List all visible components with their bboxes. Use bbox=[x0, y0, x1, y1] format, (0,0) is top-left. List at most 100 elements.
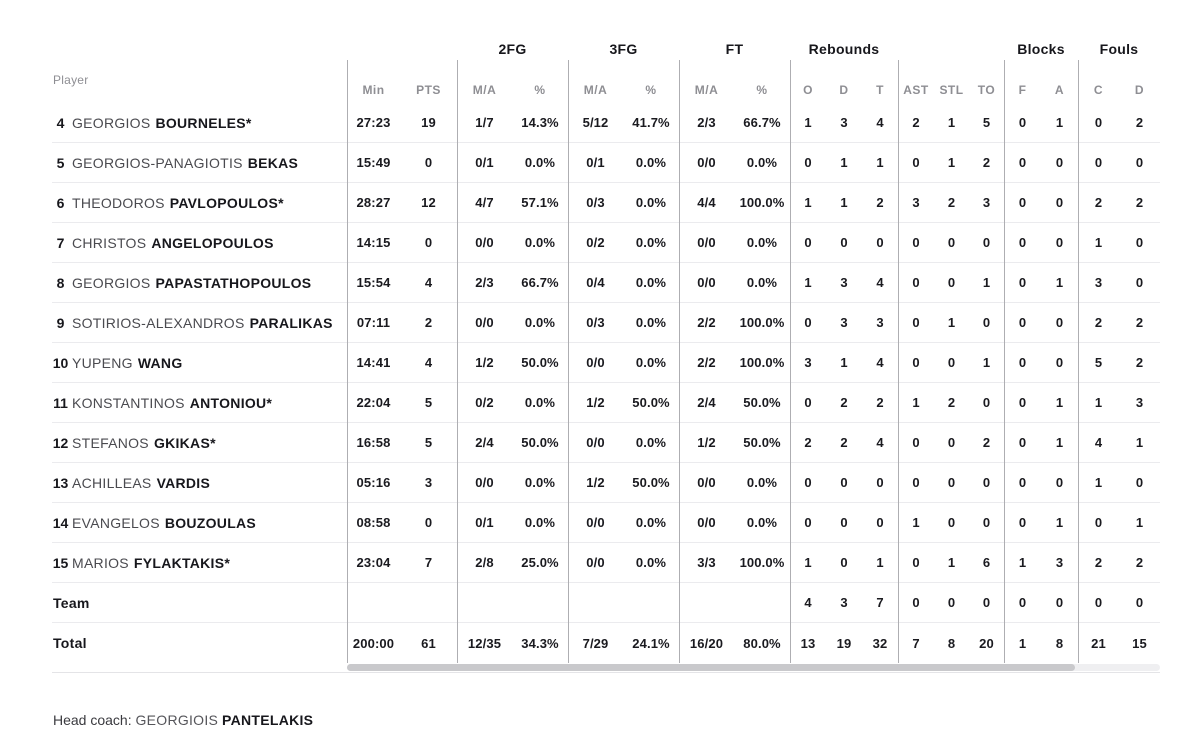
scrollbar-thumb[interactable] bbox=[347, 664, 1075, 671]
player-row: 7 CHRISTOS ANGELOPOULOS 14:15 0 0/0 0.0% 0/2 0.0… bbox=[52, 223, 1160, 263]
cell-foul_c: 21 bbox=[1091, 635, 1106, 651]
cell-foul_d: 0 bbox=[1135, 235, 1144, 250]
player-cell: 8 GEORGIOS PAPASTATHOPOULOS bbox=[52, 275, 347, 291]
cell-ast: 0 bbox=[912, 275, 920, 290]
cell-min: 16:58 bbox=[356, 435, 391, 450]
player-cell: 12 STEFANOS GKIKAS* bbox=[52, 435, 347, 451]
cell-fg2_ma: 0/0 bbox=[475, 235, 494, 250]
player-number: 5 bbox=[56, 154, 65, 171]
cell-reb_o: 0 bbox=[804, 475, 812, 490]
divider-line bbox=[347, 60, 348, 663]
cell-reb_t: 1 bbox=[876, 155, 884, 170]
horizontal-scrollbar bbox=[52, 663, 1160, 673]
team-label-cell: Team bbox=[52, 595, 347, 611]
player-cell: 14 EVANGELOS BOUZOULAS bbox=[52, 515, 347, 531]
cell-min: 23:04 bbox=[356, 555, 391, 570]
cell-ft_pct: 66.7% bbox=[743, 115, 781, 130]
cell-foul_c: 3 bbox=[1094, 275, 1103, 290]
stat-group-header-row: 2FG 3FG FT Rebounds Blocks Fouls bbox=[52, 38, 1160, 60]
cell-min: 15:49 bbox=[356, 155, 391, 170]
cell-to: 0 bbox=[982, 235, 991, 250]
cell-reb_o: 0 bbox=[804, 235, 812, 250]
cell-reb_t: 4 bbox=[876, 275, 884, 290]
cell-min: 15:54 bbox=[356, 275, 391, 290]
cell-fg3_pct: 50.0% bbox=[632, 395, 670, 410]
cell-reb_d: 2 bbox=[840, 435, 848, 450]
cell-foul_d: 1 bbox=[1135, 515, 1144, 530]
cell-blk_a: 1 bbox=[1055, 275, 1064, 290]
cell-reb_d: 1 bbox=[840, 155, 848, 170]
player-row: 12 STEFANOS GKIKAS* 16:58 5 2/4 50.0% 0/0 0.0% 1/… bbox=[52, 423, 1160, 463]
divider-line bbox=[568, 60, 569, 663]
cell-reb_t: 1 bbox=[876, 555, 884, 570]
cell-ft_pct: 0.0% bbox=[746, 235, 778, 250]
cell-fg3_pct: 0.0% bbox=[635, 555, 667, 570]
cell-pts: 4 bbox=[424, 355, 433, 370]
cell-fg2_ma: 0/2 bbox=[475, 395, 494, 410]
cell-reb_o: 1 bbox=[804, 555, 812, 570]
cell-stl: 0 bbox=[947, 595, 956, 610]
cell-to: 6 bbox=[982, 555, 991, 570]
cell-min: 28:27 bbox=[356, 195, 391, 210]
cell-to: 0 bbox=[982, 515, 991, 530]
cell-pts: 0 bbox=[424, 515, 433, 530]
cell-fg2_ma: 0/0 bbox=[475, 315, 494, 330]
player-row: 11 KONSTANTINOS ANTONIOU* 22:04 5 0/2 0.0% 1/2 5… bbox=[52, 383, 1160, 423]
col-header-ast: AST bbox=[903, 83, 929, 97]
col-header-blk_a: A bbox=[1054, 83, 1065, 97]
column-header-row: Player Min PTS M/A% M/A% M/A% O D T AST STL TO F A C D bbox=[52, 60, 1160, 103]
divider-line bbox=[790, 60, 791, 663]
cell-fg2_pct: 34.3% bbox=[521, 635, 559, 651]
cell-ft_ma: 4/4 bbox=[697, 195, 716, 210]
player-last-name: BOURNELES* bbox=[155, 114, 252, 131]
cell-foul_c: 1 bbox=[1094, 475, 1103, 490]
cell-fg3_ma: 0/0 bbox=[586, 515, 605, 530]
cell-blk_a: 0 bbox=[1055, 155, 1064, 170]
cell-ft_pct: 50.0% bbox=[743, 395, 781, 410]
cell-blk_a: 0 bbox=[1055, 475, 1064, 490]
cell-fg2_ma: 1/7 bbox=[475, 115, 494, 130]
cell-fg2_ma: 2/8 bbox=[475, 555, 494, 570]
cell-ast: 0 bbox=[912, 235, 920, 250]
player-row: 4 GEORGIOS BOURNELES* 27:23 19 1/7 14.3% 5/12 41… bbox=[52, 103, 1160, 143]
player-first-name: SOTIRIOS-ALEXANDROS bbox=[72, 314, 245, 331]
col-header-fg2_pct: % bbox=[534, 83, 546, 97]
cell-ft_ma: 0/0 bbox=[697, 235, 716, 250]
cell-reb_o: 0 bbox=[804, 515, 812, 530]
cell-ft_ma: 2/2 bbox=[697, 315, 716, 330]
cell-ft_ma: 0/0 bbox=[697, 275, 716, 290]
player-last-name: PAVLOPOULOS* bbox=[169, 194, 284, 211]
col-header-player: Player bbox=[53, 73, 89, 87]
player-last-name: BEKAS bbox=[247, 154, 299, 171]
player-cell: 9 SOTIRIOS-ALEXANDROS PARALIKAS bbox=[52, 315, 347, 331]
player-first-name: GEORGIOS bbox=[72, 274, 151, 291]
col-header-stl: STL bbox=[939, 83, 964, 97]
group-header-fouls: Fouls bbox=[1099, 41, 1139, 57]
divider-line bbox=[679, 60, 680, 663]
cell-foul_d: 2 bbox=[1135, 555, 1144, 570]
cell-to: 20 bbox=[979, 635, 994, 651]
cell-reb_d: 3 bbox=[840, 115, 848, 130]
cell-pts: 5 bbox=[424, 435, 433, 450]
player-number: 8 bbox=[56, 274, 65, 291]
cell-fg2_pct: 0.0% bbox=[524, 475, 556, 490]
cell-ft_pct: 100.0% bbox=[739, 315, 785, 330]
cell-stl: 0 bbox=[947, 235, 956, 250]
divider-line bbox=[1004, 60, 1005, 663]
cell-fg3_pct: 0.0% bbox=[635, 355, 667, 370]
cell-to: 0 bbox=[982, 395, 991, 410]
player-last-name: ANTONIOU* bbox=[189, 394, 273, 411]
group-header-ft: FT bbox=[725, 41, 744, 57]
cell-reb_d: 0 bbox=[840, 515, 848, 530]
player-first-name: CHRISTOS bbox=[72, 234, 147, 251]
player-row: 15 MARIOS FYLAKTAKIS* 23:04 7 2/8 25.0% 0/0 0.0%… bbox=[52, 543, 1160, 583]
cell-reb_t: 3 bbox=[876, 315, 884, 330]
cell-pts: 4 bbox=[424, 275, 433, 290]
cell-ft_ma: 0/0 bbox=[697, 515, 716, 530]
col-header-fg3_pct: % bbox=[645, 83, 657, 97]
cell-blk_f: 0 bbox=[1018, 155, 1027, 170]
player-cell: 15 MARIOS FYLAKTAKIS* bbox=[52, 555, 347, 571]
cell-blk_f: 0 bbox=[1018, 395, 1027, 410]
player-number: 14 bbox=[52, 514, 69, 531]
cell-stl: 2 bbox=[947, 195, 956, 210]
